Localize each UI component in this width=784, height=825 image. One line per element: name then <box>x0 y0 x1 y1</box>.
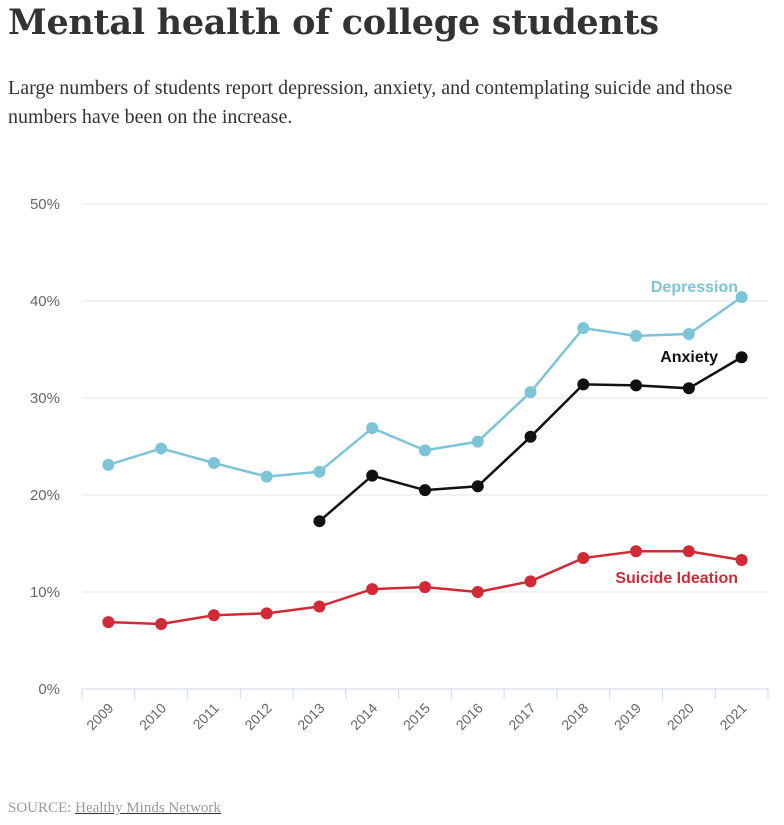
source-link[interactable]: Healthy Minds Network <box>75 800 221 816</box>
data-point <box>155 618 168 631</box>
data-point <box>735 351 748 364</box>
y-tick-label: 40% <box>30 293 60 310</box>
data-point <box>419 444 431 457</box>
data-point <box>102 458 115 471</box>
data-point <box>630 379 643 392</box>
x-tick-label: 2021 <box>716 700 749 733</box>
data-point <box>682 545 695 558</box>
x-tick-label: 2016 <box>453 700 486 733</box>
data-point <box>630 545 643 558</box>
data-point <box>260 607 273 620</box>
data-point <box>102 616 115 629</box>
y-tick-label: 50% <box>30 196 60 213</box>
x-tick-label: 2015 <box>400 700 433 733</box>
x-tick-label: 2020 <box>664 700 697 733</box>
data-point <box>419 581 431 594</box>
x-tick-label: 2010 <box>136 700 169 733</box>
source-line: SOURCE: Healthy Minds Network <box>8 800 221 817</box>
y-tick-label: 20% <box>30 487 60 504</box>
source-label: SOURCE: <box>8 800 72 816</box>
data-point <box>682 327 695 340</box>
data-point <box>313 600 326 613</box>
data-point <box>313 515 326 528</box>
data-point <box>313 465 326 478</box>
series-label: Depression <box>651 279 738 296</box>
x-tick-label: 2009 <box>83 700 116 733</box>
data-point <box>260 470 273 483</box>
data-point <box>366 583 379 596</box>
x-tick-label: 2012 <box>241 700 274 733</box>
y-tick-label: 10% <box>30 584 60 601</box>
data-point <box>682 382 695 395</box>
x-tick-label: 2019 <box>611 700 644 733</box>
chart-subtitle: Large numbers of students report depress… <box>8 77 733 128</box>
data-point <box>471 435 484 448</box>
x-tick-label: 2013 <box>294 700 327 733</box>
data-point <box>471 586 484 598</box>
data-point <box>524 430 537 443</box>
x-tick-label: 2017 <box>505 700 538 733</box>
data-point <box>577 378 590 391</box>
data-point <box>366 422 379 435</box>
data-point <box>155 442 168 455</box>
x-tick-label: 2018 <box>558 700 591 733</box>
data-point <box>524 575 537 588</box>
data-point <box>471 480 484 493</box>
data-point <box>419 484 431 497</box>
data-point <box>366 469 379 482</box>
data-point <box>577 552 590 565</box>
x-tick-label: 2014 <box>347 700 380 733</box>
data-point <box>207 456 220 469</box>
series-label: Anxiety <box>660 349 718 366</box>
series-label: Suicide Ideation <box>615 570 738 587</box>
x-tick-label: 2011 <box>189 700 222 733</box>
data-point <box>207 609 220 622</box>
data-point <box>630 329 643 342</box>
y-tick-label: 30% <box>30 390 60 407</box>
data-point <box>735 291 748 304</box>
data-point <box>577 322 590 335</box>
chart-title: Mental health of college students <box>8 2 659 43</box>
data-point <box>735 553 748 566</box>
data-point <box>524 386 537 399</box>
y-tick-label: 0% <box>38 681 60 698</box>
